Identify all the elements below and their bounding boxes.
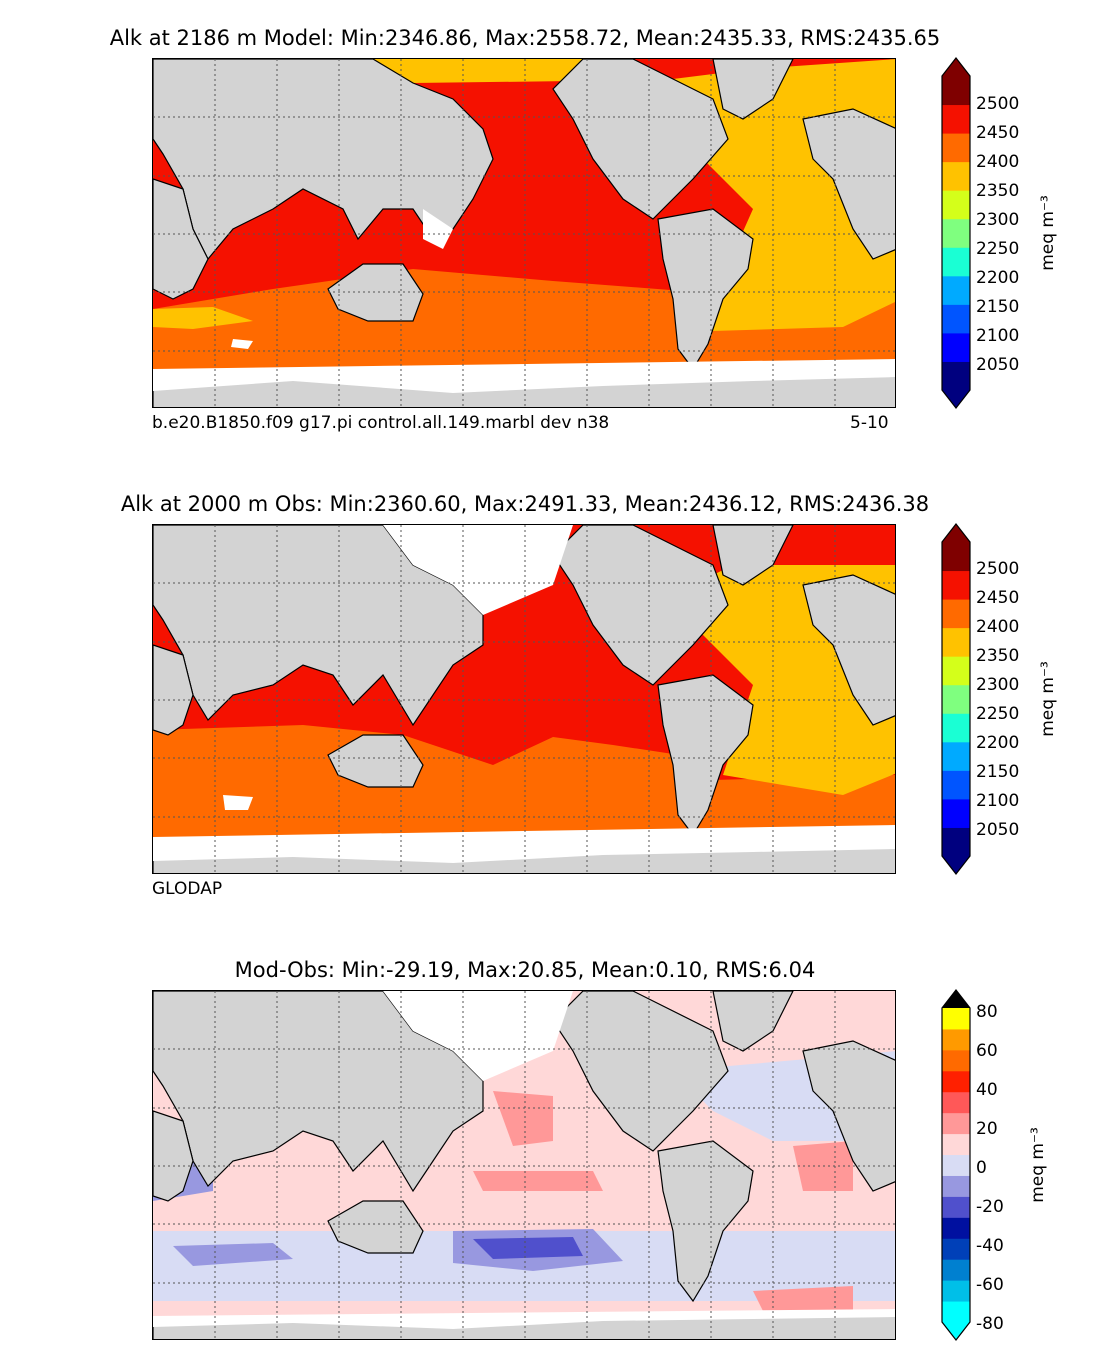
colorbar-band: [942, 218, 970, 248]
panel2-caption-left: GLODAP: [152, 879, 223, 899]
colorbar-band: [942, 770, 970, 800]
panel3-title: Mod-Obs: Min:-29.19, Max:20.85, Mean:0.1…: [234, 958, 816, 982]
panel2-tick: 2500: [976, 559, 1020, 579]
panel1-tick: 2350: [976, 181, 1020, 201]
colorbar-over-extension: [942, 524, 970, 542]
colorbar-over-extension: [942, 58, 970, 76]
colorbar-band: [942, 361, 970, 391]
colorbar-band: [942, 247, 970, 277]
panel1-caption-right: 5-10: [850, 413, 889, 433]
colorbar-band: [942, 741, 970, 771]
colorbar-band: [942, 1175, 970, 1197]
colorbar-band: [942, 1154, 970, 1176]
panel2-tick: 2350: [976, 646, 1020, 666]
panel3-tick: -40: [976, 1236, 1004, 1256]
colorbar-under-extension: [942, 856, 970, 874]
panel3-tick: 40: [976, 1080, 998, 1100]
colorbar-outline: [941, 989, 971, 1341]
panel1-caption-left: b.e20.B1850.f09 g17.pi control.all.149.m…: [152, 413, 610, 433]
panel3-map: [152, 990, 896, 1340]
colorbar-band: [942, 1133, 970, 1156]
panel3-tick: -80: [976, 1314, 1004, 1334]
panel2-colorbar: [941, 523, 971, 875]
panel3-colorbar: [941, 989, 971, 1341]
panel1-tick: 2450: [976, 123, 1020, 143]
panel1-tick: 2200: [976, 268, 1020, 288]
panel2-colorbar-unit: meq m⁻³: [1037, 661, 1058, 737]
panel2-tick: 2050: [976, 820, 1020, 840]
colorbar-band: [942, 798, 970, 828]
colorbar-band: [942, 713, 970, 743]
panel1-tick: 2050: [976, 355, 1020, 375]
panel1-map: [152, 58, 896, 408]
colorbar-under-extension: [942, 1322, 970, 1340]
panel1-tick: 2300: [976, 210, 1020, 230]
panel3-tick: -60: [976, 1275, 1004, 1295]
panel2-tick: 2200: [976, 733, 1020, 753]
colorbar-band: [942, 76, 970, 106]
colorbar-band: [942, 827, 970, 857]
colorbar-band: [942, 304, 970, 334]
panel1-title: Alk at 2186 m Model: Min:2346.86, Max:25…: [109, 26, 941, 50]
colorbar-band: [942, 1008, 970, 1030]
panel1-tick: 2150: [976, 297, 1020, 317]
colorbar-band: [942, 1217, 970, 1239]
panel2-tick: 2150: [976, 762, 1020, 782]
panel1-tick: 2100: [976, 326, 1020, 346]
colorbar-band: [942, 1049, 970, 1072]
colorbar-band: [942, 1280, 970, 1302]
panel3-tick: 60: [976, 1041, 998, 1061]
panel3-tick: 20: [976, 1119, 998, 1139]
colorbar-outline: [941, 57, 971, 409]
colorbar-band: [942, 684, 970, 714]
colorbar-band: [942, 1196, 970, 1218]
panel2-title: Alk at 2000 m Obs: Min:2360.60, Max:2491…: [120, 492, 930, 516]
panel3-tick: 80: [976, 1002, 998, 1022]
panel1-colorbar-unit: meq m⁻³: [1037, 195, 1058, 271]
colorbar-outline: [941, 523, 971, 875]
colorbar-band: [942, 542, 970, 572]
colorbar-band: [942, 133, 970, 163]
panel3-tick: 0: [976, 1158, 987, 1178]
colorbar-band: [942, 190, 970, 220]
panel3-map-svg: [153, 991, 895, 1339]
panel2-tick: 2250: [976, 704, 1020, 724]
colorbar-band: [942, 275, 970, 305]
panel2-tick: 2450: [976, 588, 1020, 608]
panel3-tick: -20: [976, 1197, 1004, 1217]
colorbar-over-extension: [942, 990, 970, 1008]
colorbar-band: [942, 1112, 970, 1135]
panel1-colorbar: [941, 57, 971, 409]
colorbar-band: [942, 1070, 970, 1093]
colorbar-band: [942, 599, 970, 629]
panel2-tick: 2100: [976, 791, 1020, 811]
colorbar-band: [942, 104, 970, 134]
panel2-map: [152, 524, 896, 874]
colorbar-band: [942, 1091, 970, 1114]
panel1-tick: 2400: [976, 152, 1020, 172]
panel2-tick: 2300: [976, 675, 1020, 695]
colorbar-band: [942, 656, 970, 686]
panel2-map-svg: [153, 525, 895, 873]
panel3-colorbar-unit: meq m⁻³: [1027, 1127, 1048, 1203]
panel1-tick: 2250: [976, 239, 1020, 259]
colorbar-band: [942, 1238, 970, 1260]
colorbar-band: [942, 627, 970, 657]
colorbar-band: [942, 161, 970, 191]
colorbar-band: [942, 1028, 970, 1051]
colorbar-band: [942, 1259, 970, 1281]
colorbar-band: [942, 1301, 970, 1323]
panel1-tick: 2500: [976, 94, 1020, 114]
panel2-tick: 2400: [976, 617, 1020, 637]
panel1-map-svg: [153, 59, 895, 407]
colorbar-band: [942, 332, 970, 362]
colorbar-under-extension: [942, 390, 970, 408]
colorbar-band: [942, 570, 970, 600]
